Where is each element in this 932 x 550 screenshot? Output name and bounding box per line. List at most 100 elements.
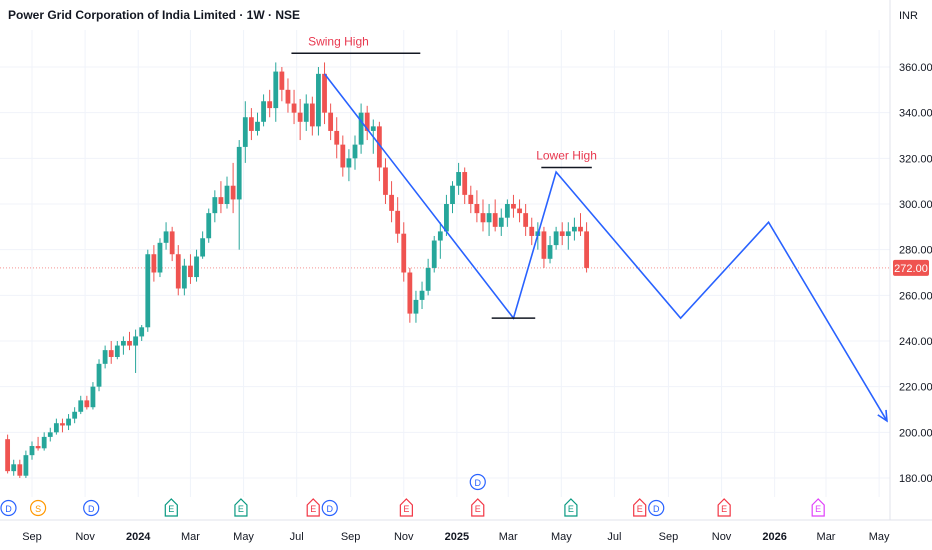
candle (297, 98, 303, 141)
candle (523, 204, 529, 236)
candle-series (5, 62, 589, 478)
split-marker[interactable]: S (29, 499, 47, 517)
candle (492, 199, 498, 232)
candle (547, 235, 553, 264)
time-axis[interactable]: Sep Nov 2024 Mar May Jul Sep Nov 2025 Mar May Jul Se… (22, 531, 890, 543)
candle (401, 222, 407, 282)
candle (72, 407, 78, 424)
candle (437, 222, 443, 259)
candle (151, 245, 157, 282)
dividend-marker[interactable]: D (648, 499, 665, 517)
svg-text:D: D (653, 504, 660, 514)
svg-text:D: D (88, 504, 95, 514)
svg-text:E: E (238, 504, 244, 514)
candle (340, 135, 346, 177)
candle (53, 418, 59, 435)
candle (444, 194, 449, 236)
time-tick: 2025 (445, 531, 469, 543)
price-axis[interactable]: 180.00 200.00 220.00 240.00 260.00 280.00 300.… (899, 62, 932, 485)
candle (29, 441, 35, 460)
candle (395, 197, 401, 243)
candle (316, 67, 321, 136)
price-tick: 260.00 (899, 290, 932, 302)
candle (474, 190, 480, 223)
time-tick: Jul (290, 531, 304, 543)
dividend-marker[interactable]: D (321, 499, 338, 517)
earnings-marker[interactable]: E (811, 498, 825, 517)
candle (60, 418, 65, 433)
candle (572, 217, 577, 241)
last-price-label: 272.00 (894, 263, 928, 275)
time-tick: Nov (394, 531, 414, 543)
earnings-marker[interactable]: E (633, 498, 647, 517)
candle (529, 217, 535, 246)
earnings-marker[interactable]: E (564, 498, 578, 517)
candle (559, 222, 565, 246)
candle (267, 89, 273, 118)
time-tick: Nov (75, 531, 95, 543)
time-tick: 2024 (126, 531, 151, 543)
candle (200, 231, 206, 259)
candle (78, 395, 84, 415)
svg-text:E: E (403, 504, 409, 514)
candle (224, 176, 230, 209)
candle (5, 434, 11, 474)
svg-text:E: E (721, 504, 727, 514)
candle (236, 140, 242, 250)
candle (419, 281, 425, 310)
candle (383, 158, 388, 204)
candle (578, 213, 583, 236)
time-tick: Mar (817, 531, 836, 543)
chart-title: Power Grid Corporation of India Limited … (8, 8, 301, 22)
candle (102, 345, 108, 369)
candle (450, 181, 455, 214)
candle (389, 181, 394, 223)
currency-label[interactable]: INR (899, 10, 918, 22)
earnings-marker[interactable]: E (234, 498, 248, 517)
event-markers: D S D E E E D EDE E E D E E (0, 473, 825, 517)
candle (358, 103, 364, 154)
time-tick: Mar (499, 531, 518, 543)
arrowhead (877, 409, 888, 423)
candle (511, 194, 516, 218)
svg-text:E: E (637, 504, 643, 514)
candle (261, 94, 266, 127)
dividend-marker[interactable]: D (0, 499, 17, 517)
candle (309, 96, 315, 136)
time-tick: Sep (659, 531, 679, 543)
candle (328, 103, 334, 141)
earnings-marker[interactable]: E (164, 498, 178, 517)
candle (376, 121, 382, 182)
svg-text:D: D (475, 478, 482, 488)
svg-text:D: D (5, 504, 12, 514)
earnings-marker[interactable]: E (717, 498, 731, 517)
dividend-marker[interactable]: D (83, 499, 100, 517)
earnings-marker[interactable]: E (399, 498, 413, 517)
time-tick: May (233, 531, 254, 543)
candle (553, 226, 559, 250)
price-tick: 180.00 (899, 473, 932, 485)
dividend-marker[interactable]: D (469, 473, 486, 491)
candle (188, 254, 193, 284)
candle (230, 162, 236, 214)
candle (194, 249, 199, 282)
earnings-marker[interactable]: E (471, 498, 485, 517)
candle (163, 222, 169, 250)
candle (169, 226, 175, 262)
candle (11, 459, 17, 476)
candle (23, 450, 29, 478)
earnings-marker[interactable]: E (306, 498, 320, 517)
projection-drawing[interactable] (323, 73, 888, 422)
svg-text:E: E (568, 504, 574, 514)
candle (218, 181, 224, 214)
candle (108, 341, 114, 364)
svg-text:E: E (815, 504, 821, 514)
time-tick: Sep (341, 531, 361, 543)
price-tick: 300.00 (899, 199, 932, 211)
price-tick: 200.00 (899, 427, 932, 439)
candle (407, 267, 413, 323)
candle (517, 199, 522, 223)
svg-text:E: E (310, 504, 316, 514)
time-tick: Mar (181, 531, 200, 543)
